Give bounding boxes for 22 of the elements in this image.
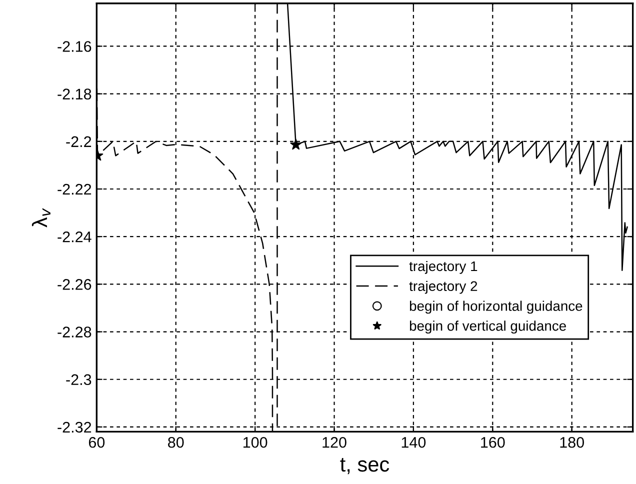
legend-label: begin of horizontal guidance — [410, 300, 582, 314]
x-tick-label: 60 — [88, 436, 105, 448]
y-tick-label: -2.18 — [58, 88, 92, 100]
x-tick-label: 120 — [322, 436, 346, 448]
x-tick-label: 160 — [481, 436, 505, 448]
x-tick-label: 100 — [243, 436, 268, 448]
legend-label: trajectory 2 — [409, 280, 478, 294]
x-tick-label: 80 — [168, 436, 184, 448]
y-tick-label: -2.32 — [58, 422, 92, 433]
y-tick-label: -2.28 — [58, 326, 92, 338]
y-tick-label: -2.22 — [58, 184, 92, 195]
y-axis-title: λ$_{v}$ — [32, 208, 50, 228]
y-tick-label: -2.26 — [58, 279, 92, 290]
legend-label: begin of vertical guidance — [410, 320, 566, 334]
y-tick-label: -2.2 — [66, 136, 92, 147]
legend-label: trajectory 1 — [409, 260, 478, 274]
y-tick-label: -2.3 — [66, 374, 92, 386]
y-tick-label: -2.24 — [58, 231, 92, 242]
x-tick-label: 140 — [402, 436, 426, 448]
x-axis-title: t, sec — [340, 458, 390, 474]
x-tick-label: 180 — [560, 436, 584, 448]
y-tick-label: -2.16 — [58, 41, 92, 52]
